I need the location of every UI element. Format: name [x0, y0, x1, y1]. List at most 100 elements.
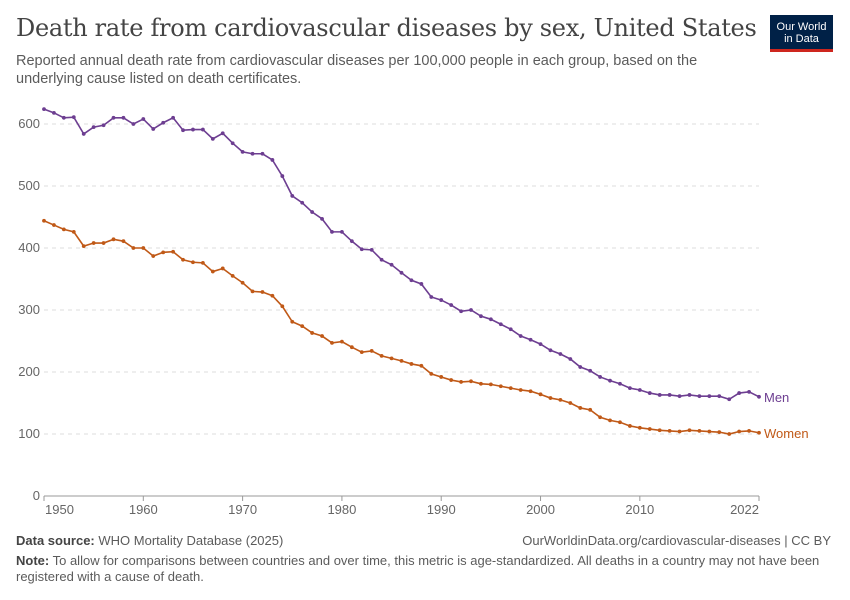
data-point-women	[449, 378, 454, 382]
data-point-men	[181, 128, 185, 133]
logo-line-1: Our World	[776, 21, 827, 33]
data-point-men	[191, 127, 195, 132]
data-point-women	[488, 382, 493, 387]
data-point-men	[71, 115, 76, 120]
data-point-men	[42, 107, 46, 112]
y-tick-label: 200	[18, 364, 40, 379]
data-point-men	[459, 309, 463, 314]
data-point-men	[657, 393, 662, 397]
data-point-women	[399, 358, 404, 363]
data-point-women	[588, 407, 593, 412]
data-point-women	[528, 389, 533, 394]
data-point-women	[181, 257, 185, 262]
owid-logo[interactable]: Our World in Data	[770, 15, 833, 52]
data-point-men	[737, 391, 742, 395]
data-point-women	[628, 424, 632, 428]
x-tick-label: 2000	[526, 502, 555, 517]
x-tick-label: 2010	[625, 502, 654, 517]
data-point-women	[697, 429, 702, 433]
data-point-women	[409, 362, 414, 366]
data-point-men	[81, 132, 86, 136]
data-point-women	[667, 429, 672, 433]
data-point-men	[250, 151, 255, 156]
data-point-women	[310, 331, 315, 335]
x-tick-label: 1950	[45, 502, 74, 517]
data-point-women	[151, 254, 156, 258]
data-point-men	[340, 229, 344, 234]
data-point-women	[61, 227, 66, 232]
data-point-women	[330, 340, 334, 345]
data-point-women	[469, 379, 473, 384]
data-point-men	[687, 393, 692, 397]
data-point-women	[558, 398, 563, 402]
data-point-men	[300, 200, 305, 205]
y-tick-label: 600	[18, 116, 40, 131]
data-point-women	[498, 384, 503, 389]
data-point-men	[121, 115, 126, 120]
data-point-women	[300, 324, 305, 329]
data-point-men	[479, 314, 483, 319]
data-point-women	[121, 239, 126, 244]
data-point-women	[359, 350, 364, 355]
data-point-women	[210, 269, 215, 274]
data-point-women	[518, 388, 523, 392]
x-tick-label: 1960	[129, 502, 158, 517]
data-point-women	[568, 401, 573, 405]
data-point-women	[389, 356, 394, 361]
data-point-men	[488, 317, 493, 322]
data-point-men	[369, 247, 374, 252]
data-point-men	[429, 295, 434, 299]
data-point-men	[379, 257, 384, 262]
data-point-men	[61, 115, 66, 120]
data-point-women	[230, 274, 235, 278]
note: Note: To allow for comparisons between c…	[16, 553, 826, 585]
source-text[interactable]: WHO Mortality Database (2025)	[98, 533, 284, 548]
data-point-women	[429, 371, 434, 376]
data-point-men	[330, 229, 334, 234]
source-url[interactable]: OurWorldinData.org/cardiovascular-diseas…	[522, 533, 831, 548]
data-point-men	[101, 123, 106, 128]
data-point-men	[647, 391, 652, 395]
data-point-men	[320, 216, 324, 221]
data-point-men	[131, 122, 136, 126]
line-chart: 0 100 200 300 400 500 600 1950 1960 1970 1980 1990 2…	[18, 107, 809, 517]
data-point-women	[538, 392, 543, 397]
data-point-women	[111, 237, 116, 242]
data-point-women	[578, 406, 583, 410]
data-point-men	[280, 174, 285, 178]
data-point-women	[647, 427, 652, 431]
data-point-women	[657, 428, 662, 433]
chart-title: Death rate from cardiovascular diseases …	[16, 14, 757, 42]
data-point-men	[618, 381, 622, 386]
data-point-men	[508, 327, 513, 332]
series-line-women	[43, 219, 760, 435]
data-point-women	[349, 345, 354, 350]
data-point-men	[677, 394, 682, 399]
chart-subtitle: Reported annual death rate from cardiova…	[16, 53, 698, 87]
data-point-women	[220, 266, 225, 271]
data-point-men	[200, 127, 205, 132]
data-point-men	[558, 352, 563, 356]
data-source: Data source: WHO Mortality Database (202…	[16, 533, 283, 548]
data-point-men	[628, 386, 632, 391]
note-text: To allow for comparisons between countri…	[16, 553, 820, 584]
data-point-women	[171, 249, 175, 254]
data-point-women	[757, 430, 761, 435]
data-point-men	[518, 334, 523, 338]
data-point-men	[498, 322, 503, 327]
data-point-men	[717, 394, 722, 399]
y-tick-label: 500	[18, 178, 40, 193]
data-point-men	[151, 127, 156, 131]
data-point-women	[677, 429, 682, 434]
data-point-men	[230, 141, 235, 146]
data-point-women	[200, 260, 205, 265]
legend-label-men: Men	[764, 390, 789, 405]
data-point-men	[528, 337, 533, 342]
data-point-women	[508, 386, 513, 391]
data-point-men	[399, 270, 404, 275]
x-tick-label: 2022	[730, 502, 759, 517]
data-point-women	[608, 418, 612, 423]
data-point-men	[359, 247, 364, 252]
legend-label-women: Women	[764, 426, 809, 441]
data-point-men	[588, 368, 593, 373]
